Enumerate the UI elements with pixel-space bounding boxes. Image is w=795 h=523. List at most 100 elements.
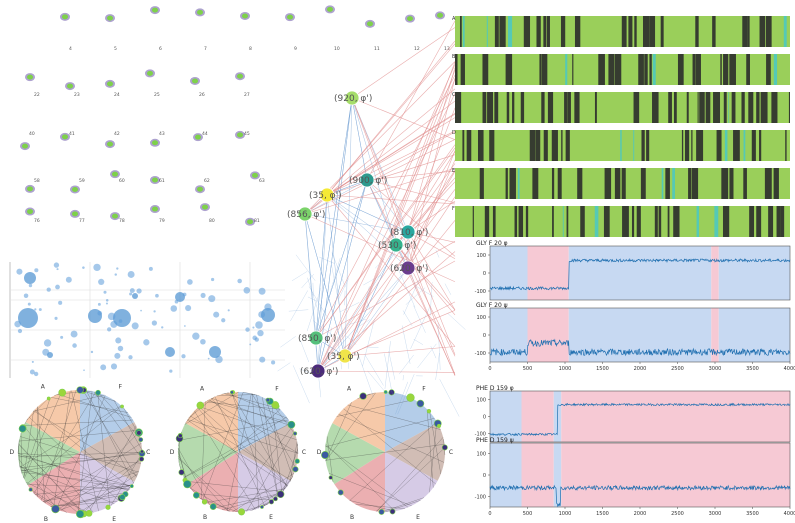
network-edge	[444, 283, 452, 295]
circle-edge	[183, 416, 287, 478]
circle-edge	[179, 419, 289, 441]
panel-index-label: 9	[294, 46, 297, 52]
strip-dark-band	[499, 16, 506, 47]
bubble	[72, 343, 77, 348]
strip-dark-band	[722, 206, 730, 237]
state-band	[568, 246, 712, 300]
cross-link-edge	[351, 27, 456, 99]
network-edge	[366, 346, 379, 348]
strip-dark-band	[566, 206, 569, 237]
bubble	[215, 355, 223, 364]
strip-dark-band	[551, 168, 555, 199]
cluster-core	[27, 74, 33, 80]
circle-node	[276, 490, 285, 499]
circle-edge	[77, 391, 93, 514]
circle-node	[177, 433, 183, 439]
cluster-blob	[193, 133, 203, 142]
strip-dark-band	[479, 168, 484, 199]
network-edge	[315, 97, 353, 339]
network-edge	[317, 231, 409, 372]
strip-cyan-band	[565, 54, 568, 85]
bubble	[185, 305, 192, 312]
sector-label: E	[269, 514, 273, 521]
strip-dark-band	[565, 130, 570, 161]
network-edge	[288, 309, 309, 312]
strip-label: E	[452, 168, 455, 174]
circle-edge	[221, 493, 281, 511]
circle-node	[28, 487, 33, 492]
circle-node	[140, 449, 144, 454]
bubble	[90, 350, 94, 354]
circular-network-plots: A F C E B D A F C E B D A F C E B D	[9, 383, 453, 523]
cross-link-edge	[317, 151, 456, 372]
circle-edge	[17, 452, 141, 464]
network-edge	[344, 244, 397, 357]
cross-link-edge	[315, 147, 456, 339]
strip-cyan-band	[783, 16, 787, 47]
strip-dark-band	[723, 54, 729, 85]
strip-dark-band	[577, 168, 583, 199]
bubble	[34, 268, 39, 273]
cluster-core	[62, 14, 68, 20]
cluster-blob	[325, 5, 335, 14]
cluster-core	[197, 186, 203, 192]
network-edge	[317, 194, 328, 372]
network-edge	[301, 273, 315, 289]
panel-title: GLY F 20 ψ	[476, 302, 508, 309]
strip-dark-band	[614, 168, 621, 199]
sector-label: B	[203, 514, 207, 521]
strip-cyan-band	[728, 92, 730, 123]
cluster-core	[107, 141, 113, 147]
cross-link-edge	[317, 93, 456, 372]
strip-dark-band	[640, 168, 646, 199]
x-tick-label: 4000	[784, 511, 795, 517]
circle-edge	[18, 444, 85, 514]
circle-edge	[23, 425, 94, 513]
cross-link-edge	[315, 74, 456, 339]
cross-link-edge	[344, 78, 456, 357]
strip-dark-band	[673, 206, 680, 237]
circle-sector	[178, 423, 238, 485]
network-edge	[326, 194, 409, 269]
strip-dark-band	[660, 16, 664, 47]
cluster-core	[152, 177, 158, 183]
circle-node	[337, 489, 344, 496]
bubble	[46, 287, 51, 292]
circle-edge	[20, 451, 143, 472]
bubble	[118, 319, 123, 323]
panel-title: PHE D 159 φ	[476, 385, 514, 392]
cluster-blob	[250, 171, 260, 180]
strip-cyan-band	[714, 206, 719, 237]
bubble	[93, 263, 101, 272]
circle-edge	[20, 469, 130, 490]
strip-dark-band	[691, 168, 699, 199]
network-node	[359, 172, 375, 188]
strip-dark-band	[634, 16, 637, 47]
network-node-label: (530, φ')	[378, 241, 416, 251]
state-band	[527, 308, 569, 362]
circle-node	[388, 389, 395, 396]
y-tick-label: 100	[476, 452, 486, 458]
bubble	[103, 290, 107, 294]
circle-edge	[33, 394, 105, 412]
circle-edge	[289, 441, 298, 482]
y-tick-label: 0	[483, 333, 486, 339]
circle-edge	[205, 488, 286, 503]
cluster-blob	[195, 185, 205, 194]
strip-cyan-band	[486, 16, 488, 47]
circle-edge	[271, 402, 283, 493]
circle-node	[76, 386, 84, 394]
cross-link-edge	[407, 231, 456, 243]
circle-node	[201, 499, 208, 505]
state-strip: E	[452, 168, 790, 199]
cluster-core	[27, 186, 33, 192]
circle-sector	[385, 452, 438, 512]
circle-edge	[336, 399, 415, 417]
series-line	[489, 402, 791, 437]
circle-edge	[194, 493, 274, 501]
circle-sector	[238, 423, 299, 481]
network-edge	[416, 286, 434, 297]
circle-edge	[194, 410, 256, 510]
network-edge	[326, 194, 409, 233]
bubble	[34, 308, 37, 311]
